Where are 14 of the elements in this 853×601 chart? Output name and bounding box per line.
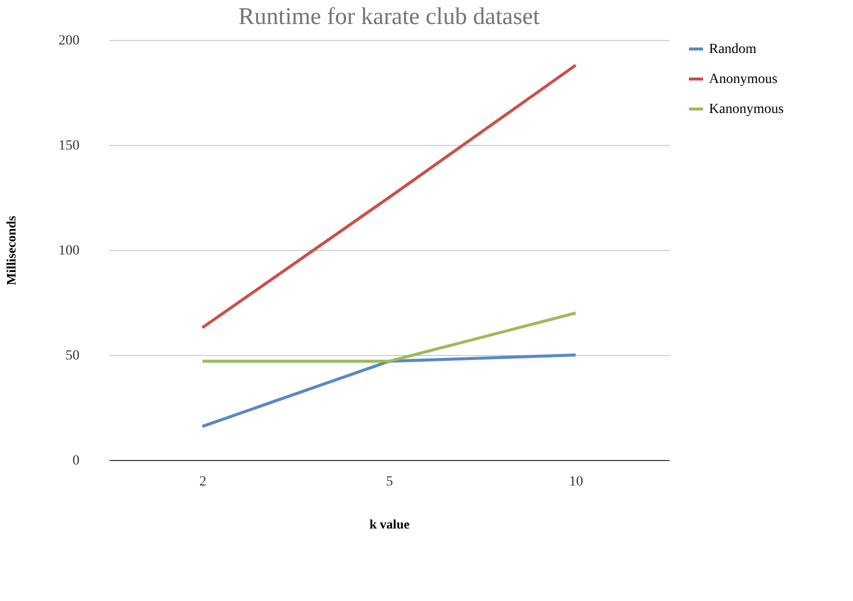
- chart-title: Runtime for karate club dataset: [238, 4, 540, 30]
- y-axis-title: Milliseconds: [4, 216, 18, 286]
- legend-label: Anonymous: [709, 72, 778, 87]
- y-tick-label: 200: [58, 34, 80, 48]
- x-tick-label: 10: [569, 474, 584, 490]
- x-tick-label: 2: [199, 474, 206, 490]
- y-tick-label: 150: [58, 138, 80, 154]
- legend-label: Kanonymous: [709, 102, 784, 117]
- legend-label: Random: [709, 42, 757, 57]
- y-tick-label: 0: [72, 454, 80, 468]
- y-tick-label: 100: [58, 244, 80, 258]
- x-axis-title: k value: [369, 516, 410, 532]
- x-tick-label: 5: [386, 474, 393, 490]
- y-tick-label: 50: [66, 348, 80, 364]
